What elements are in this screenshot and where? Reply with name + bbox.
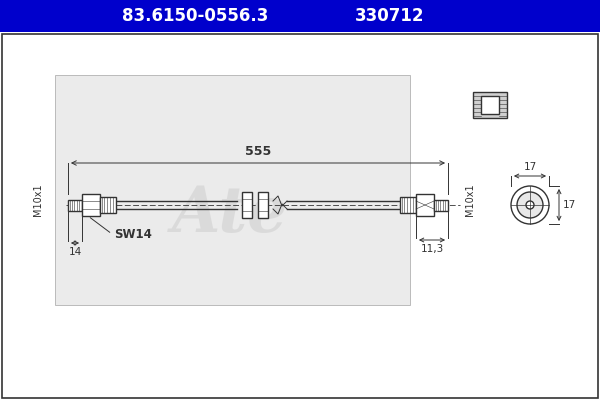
Bar bbox=[82, 194, 100, 216]
Text: 14: 14 bbox=[68, 247, 82, 257]
Text: 330712: 330712 bbox=[355, 7, 425, 25]
Circle shape bbox=[517, 192, 543, 218]
Bar bbox=[400, 197, 416, 213]
Bar bbox=[434, 200, 448, 210]
Bar bbox=[416, 194, 434, 216]
Text: SW14: SW14 bbox=[114, 228, 152, 240]
Bar bbox=[258, 192, 268, 218]
Text: 555: 555 bbox=[245, 145, 271, 158]
Bar bbox=[473, 92, 507, 118]
Bar bbox=[0, 0, 600, 32]
Bar bbox=[100, 197, 116, 213]
Text: 17: 17 bbox=[523, 162, 536, 172]
Bar bbox=[242, 192, 252, 218]
Circle shape bbox=[511, 186, 549, 224]
Circle shape bbox=[526, 201, 534, 209]
Text: 11,3: 11,3 bbox=[421, 244, 443, 254]
Text: 83.6150-0556.3: 83.6150-0556.3 bbox=[122, 7, 268, 25]
Text: M10x1: M10x1 bbox=[33, 184, 43, 216]
Text: M10x1: M10x1 bbox=[465, 184, 475, 216]
Bar bbox=[481, 96, 499, 114]
Text: 17: 17 bbox=[563, 200, 576, 210]
Bar bbox=[68, 200, 82, 210]
Text: Ate: Ate bbox=[172, 184, 288, 246]
Bar bbox=[55, 75, 410, 305]
